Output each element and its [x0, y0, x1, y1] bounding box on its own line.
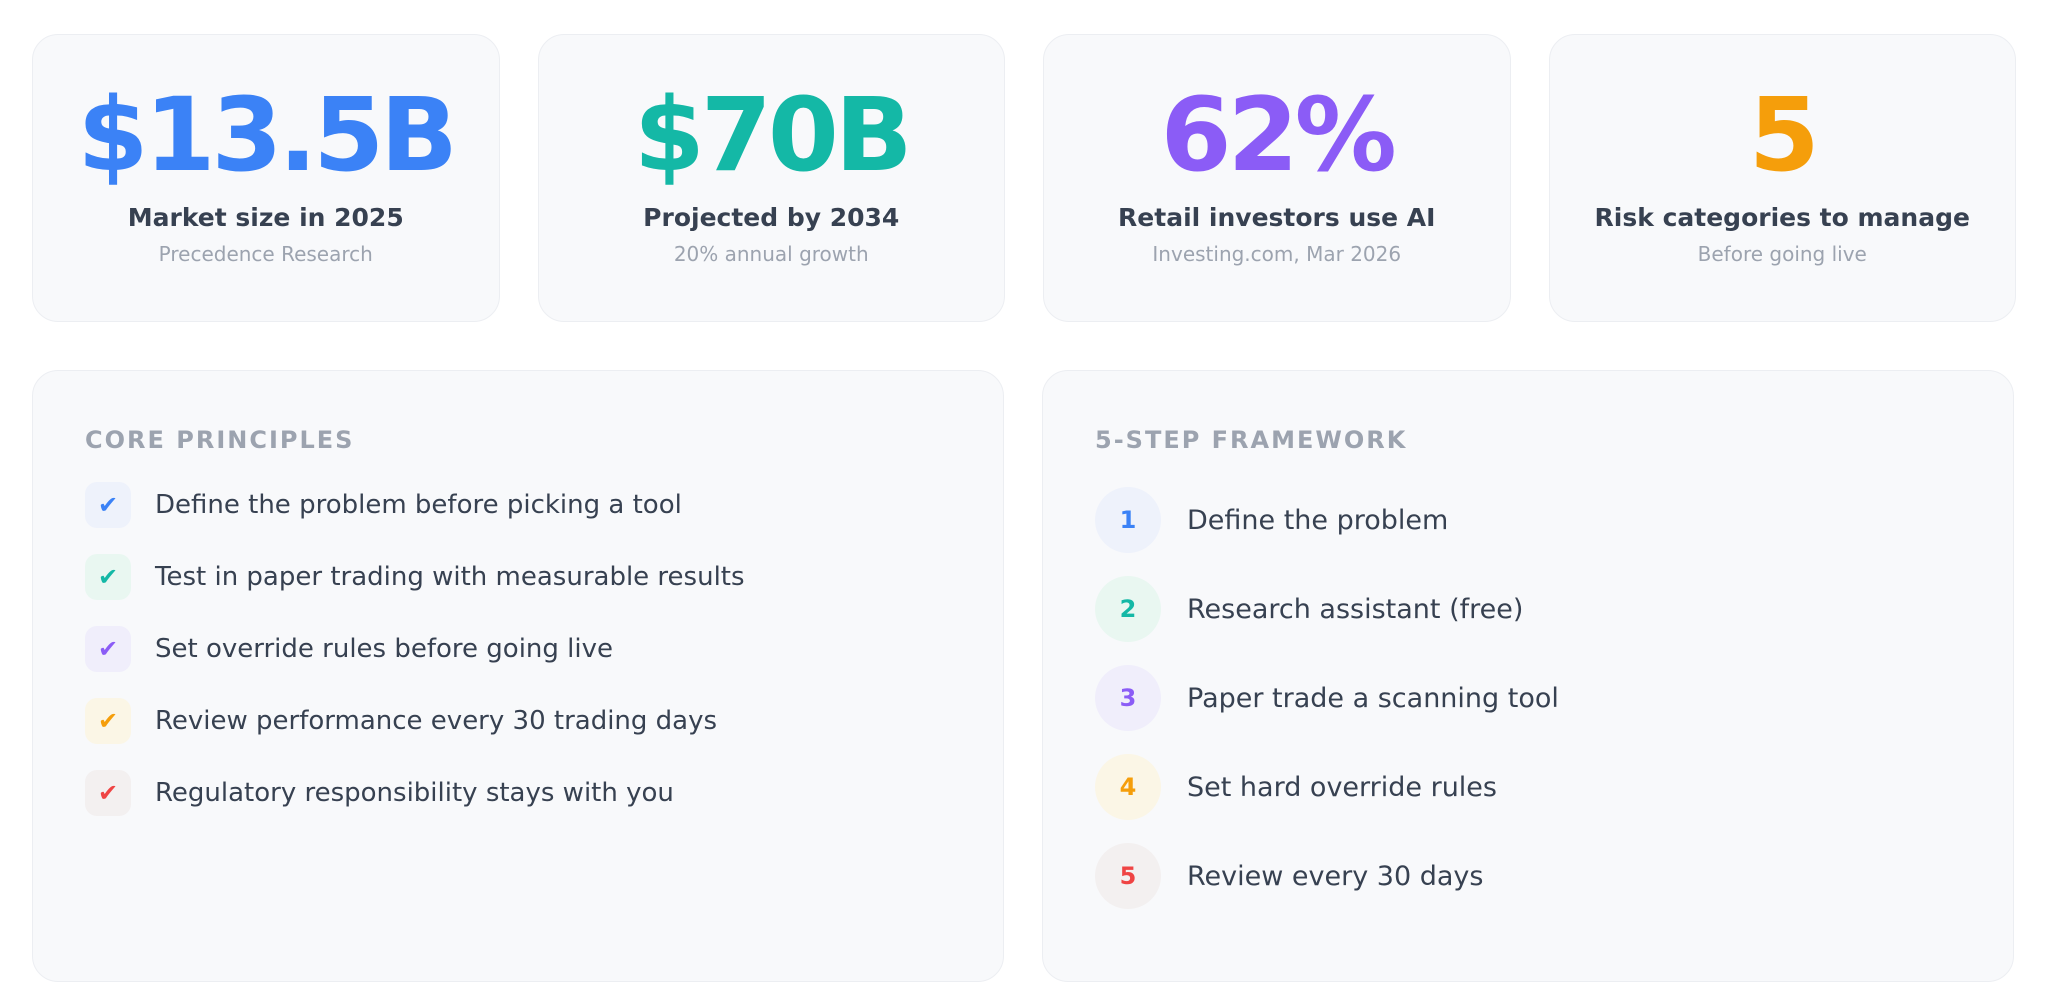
stat-card-risk-categories: 5 Risk categories to manage Before going… — [1548, 34, 2016, 322]
step-number-badge: 2 — [1095, 576, 1161, 642]
step-text: Define the problem — [1187, 504, 1449, 536]
checkmark-icon: ✔ — [85, 770, 131, 816]
principles-list: ✔ Define the problem before picking a to… — [85, 481, 951, 817]
list-item: ✔ Define the problem before picking a to… — [85, 481, 951, 529]
list-item: ✔ Test in paper trading with measurable … — [85, 553, 951, 601]
list-item: 2 Research assistant (free) — [1095, 576, 1961, 642]
stat-card-market-size: $13.5B Market size in 2025 Precedence Re… — [32, 34, 500, 322]
principle-text: Review performance every 30 trading days — [155, 706, 718, 736]
checkmark-icon: ✔ — [85, 482, 131, 528]
panel-heading: CORE PRINCIPLES — [85, 426, 355, 454]
list-item: ✔ Regulatory responsibility stays with y… — [85, 769, 951, 817]
list-item: 3 Paper trade a scanning tool — [1095, 665, 1961, 731]
stat-label: Projected by 2034 — [643, 203, 900, 232]
principle-text: Test in paper trading with measurable re… — [155, 562, 745, 592]
step-text: Paper trade a scanning tool — [1187, 682, 1559, 714]
stat-source: Before going live — [1697, 242, 1867, 266]
stat-label: Market size in 2025 — [127, 203, 404, 232]
step-text: Research assistant (free) — [1187, 593, 1524, 625]
list-item: ✔ Review performance every 30 trading da… — [85, 697, 951, 745]
framework-panel: 5-STEP FRAMEWORK 1 Define the problem 2 … — [1042, 370, 2014, 982]
principle-text: Define the problem before picking a tool — [155, 490, 682, 520]
principle-text: Regulatory responsibility stays with you — [155, 778, 674, 808]
stat-source: Investing.com, Mar 2026 — [1152, 242, 1402, 266]
stat-value: $70B — [633, 76, 913, 195]
stat-source: 20% annual growth — [673, 242, 869, 266]
checkmark-icon: ✔ — [85, 626, 131, 672]
list-item: 4 Set hard override rules — [1095, 754, 1961, 820]
step-number-badge: 3 — [1095, 665, 1161, 731]
stat-label: Risk categories to manage — [1594, 203, 1970, 232]
steps-list: 1 Define the problem 2 Research assistan… — [1095, 487, 1961, 909]
stat-value: $13.5B — [77, 76, 458, 195]
stat-card-retail-ai: 62% Retail investors use AI Investing.co… — [1043, 34, 1511, 322]
step-number-badge: 4 — [1095, 754, 1161, 820]
panel-heading: 5-STEP FRAMEWORK — [1095, 426, 1408, 454]
list-item: 1 Define the problem — [1095, 487, 1961, 553]
stat-value: 62% — [1160, 76, 1397, 195]
stats-row: $13.5B Market size in 2025 Precedence Re… — [32, 34, 2016, 322]
checkmark-icon: ✔ — [85, 698, 131, 744]
principle-text: Set override rules before going live — [155, 634, 614, 664]
step-text: Review every 30 days — [1187, 860, 1484, 892]
step-text: Set hard override rules — [1187, 771, 1497, 803]
list-item: 5 Review every 30 days — [1095, 843, 1961, 909]
list-item: ✔ Set override rules before going live — [85, 625, 951, 673]
stat-value: 5 — [1748, 76, 1820, 195]
checkmark-icon: ✔ — [85, 554, 131, 600]
core-principles-panel: CORE PRINCIPLES ✔ Define the problem bef… — [32, 370, 1004, 982]
stat-label: Retail investors use AI — [1118, 203, 1436, 232]
step-number-badge: 1 — [1095, 487, 1161, 553]
stat-source: Precedence Research — [158, 242, 373, 266]
stat-card-projection: $70B Projected by 2034 20% annual growth — [537, 34, 1005, 322]
step-number-badge: 5 — [1095, 843, 1161, 909]
